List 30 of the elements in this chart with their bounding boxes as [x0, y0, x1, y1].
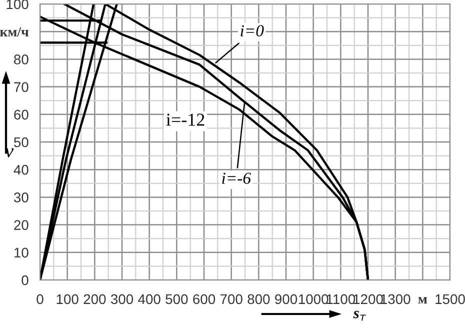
- y-tick-label: 60: [14, 110, 28, 120]
- x-tick-label: 0: [36, 294, 44, 304]
- y-tick-label: 80: [14, 54, 28, 64]
- annotation: i=0: [240, 25, 264, 36]
- annotation: i=-6: [222, 172, 251, 184]
- x-tick-label: 1000: [298, 294, 328, 304]
- y-tick-label: 10: [14, 248, 28, 258]
- x-tick-label: 800: [248, 294, 270, 304]
- y-tick-label: 40: [14, 164, 28, 175]
- y-tick-label: 20: [14, 220, 28, 230]
- x-tick-label: 900: [275, 294, 298, 304]
- x-tick-label: 700: [220, 294, 242, 304]
- y-tick-label: 0: [22, 275, 28, 286]
- x-tick-label: 1200: [354, 294, 383, 304]
- y-tick-label: 70: [14, 82, 28, 92]
- y-tick-label: км/ч: [0, 27, 29, 37]
- y-tick-label: 30: [14, 192, 28, 202]
- x-axis-title: s$_{т}$: [353, 310, 366, 321]
- x-tick-label: м: [418, 297, 427, 304]
- x-tick-label: 100: [56, 294, 78, 304]
- x-tick-label: 1100: [326, 294, 356, 304]
- x-tick-label: 200: [84, 294, 106, 304]
- x-tick-label: 300: [110, 294, 134, 304]
- annotation: i=-12: [166, 114, 204, 126]
- x-tick-label: 1300: [380, 294, 410, 304]
- x-tick-label: 400: [138, 294, 160, 304]
- y-tick-label: 50: [14, 137, 28, 148]
- x-tick-label: 500: [166, 294, 188, 304]
- x-tick-label: 1500: [436, 294, 465, 304]
- x-tick-label: 600: [193, 294, 216, 304]
